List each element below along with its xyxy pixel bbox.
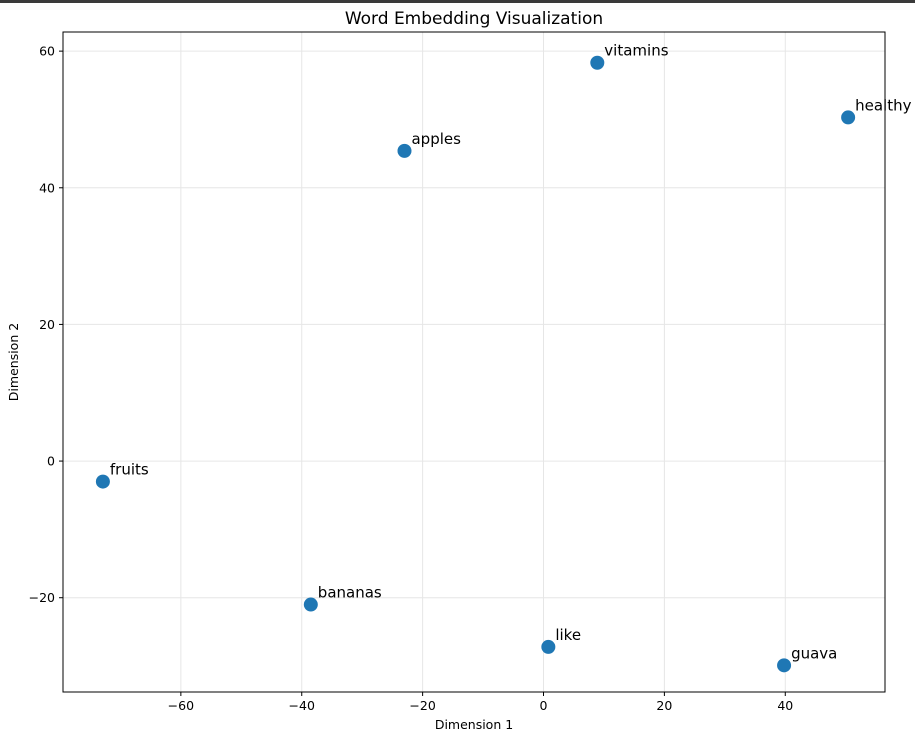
point-label: vitamins: [604, 42, 668, 60]
data-point: [841, 110, 856, 125]
x-tick-label: −40: [289, 698, 315, 713]
data-point: [303, 597, 318, 612]
data-point: [541, 639, 556, 654]
x-tick-label: −20: [409, 698, 435, 713]
y-tick-label: 0: [47, 454, 55, 469]
data-point: [590, 55, 605, 70]
y-tick-label: 60: [39, 44, 55, 59]
data-points: vitamins healthy apples fruits bananas like gu…: [95, 42, 912, 673]
data-point: [777, 658, 792, 673]
chart-title: Word Embedding Visualization: [345, 9, 603, 29]
x-tick-label: 0: [540, 698, 548, 713]
data-point: [397, 143, 412, 158]
axis-ticks: −60 −40 −20 0 20 40 −20 0 20 40 60: [29, 44, 794, 713]
x-tick-label: −60: [168, 698, 194, 713]
point-label: fruits: [110, 461, 149, 479]
x-tick-label: 40: [777, 698, 793, 713]
point-label: like: [555, 626, 581, 644]
plot-area-frame: [62, 31, 886, 693]
point-label: healthy: [855, 96, 911, 114]
y-tick-label: 40: [39, 180, 55, 195]
point-label: bananas: [318, 584, 382, 602]
point-label: guava: [791, 644, 837, 662]
x-tick-label: 20: [656, 698, 672, 713]
point-label: apples: [411, 130, 461, 148]
x-axis-label: Dimension 1: [435, 717, 513, 731]
data-point: [95, 474, 110, 489]
y-axis-label: Dimension 2: [6, 323, 21, 401]
y-tick-label: 20: [39, 317, 55, 332]
window-top-border: [0, 0, 915, 3]
y-tick-label: −20: [29, 590, 55, 605]
grid: [63, 32, 885, 692]
